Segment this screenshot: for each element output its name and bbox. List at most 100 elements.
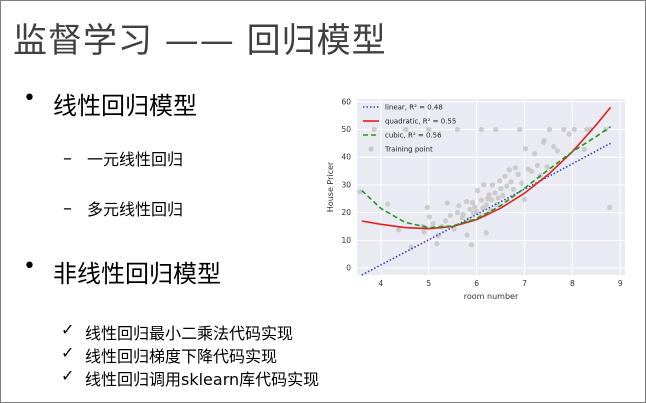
training-point [456,203,462,209]
training-point [566,131,572,137]
training-point [561,126,567,133]
training-point [534,162,541,169]
training-point [467,206,473,212]
training-point [517,126,523,133]
check-icon: ✓ [61,366,75,385]
training-point [571,126,577,133]
training-point [460,211,466,217]
training-point [371,126,377,133]
bullet-icon: • [23,86,36,111]
training-point [444,200,451,206]
training-point [483,230,489,236]
training-point [488,197,495,203]
training-point [442,218,449,224]
training-point [489,182,496,188]
training-point [544,164,550,170]
training-point [478,197,485,203]
training-point [403,126,409,133]
training-point [483,202,489,208]
y-tick-label: 30 [341,180,351,189]
training-point [474,208,480,214]
check-icon: ✓ [61,320,75,339]
training-point [480,205,486,211]
training-point [504,183,510,189]
y-axis-label: House Pricer [326,161,335,212]
training-point [486,192,492,198]
training-point [408,244,414,250]
training-point [554,148,561,154]
training-point [481,182,487,188]
training-point [424,204,430,210]
bullet-nonlinear-regression: 非线性回归模型 [53,260,221,288]
x-tick-label: 4 [379,279,384,288]
training-point [584,126,590,133]
training-point [468,242,474,248]
dash-icon: – [63,198,72,219]
training-point [531,151,538,157]
legend-entry: quadratic, R² = 0.55 [385,118,456,126]
training-point [529,168,535,174]
check-item-sklearn: 线性回归调用sklearn库代码实现 [85,370,320,389]
training-point [421,229,427,235]
y-tick-label: 50 [341,125,351,134]
training-point [607,204,613,210]
y-tick-label: 40 [341,153,351,162]
training-point [506,167,512,173]
x-tick-label: 6 [474,279,479,288]
check-item-gradient-descent: 线性回归梯度下降代码实现 [85,347,278,366]
dash-icon: – [63,148,72,169]
training-point [430,221,436,227]
training-point [492,190,498,196]
training-point [426,214,432,220]
cubic-fit-line [361,126,612,229]
training-point [510,186,517,192]
training-point [508,179,514,185]
training-point [493,126,499,133]
training-point [502,173,508,179]
legend-entry: Training point [384,146,433,154]
training-point [519,180,525,186]
check-item-least-squares: 线性回归最小二乘法代码实现 [85,324,294,343]
training-point [581,146,587,153]
training-point [469,199,475,205]
legend-marker-points [368,146,374,152]
training-point [472,204,478,210]
sub-bullet-simple-linear: 一元线性回归 [87,150,184,169]
training-point [522,146,529,152]
x-tick-label: 8 [570,279,575,288]
y-tick-label: 60 [341,97,351,106]
training-point [434,241,440,247]
x-tick-label: 5 [426,279,431,288]
sub-bullet-multiple-linear: 多元线性回归 [87,200,184,219]
training-point [464,232,470,238]
training-point [546,126,552,133]
training-point [521,196,528,202]
slide-title: 监督学习 —— 回归模型 [13,21,387,61]
training-point [357,189,363,195]
training-point [478,126,485,133]
training-point [495,195,501,201]
x-tick-label: 7 [522,279,527,288]
training-point [463,198,470,205]
training-point [426,126,432,133]
training-point [551,144,557,150]
training-point [475,187,481,194]
training-point [512,165,519,171]
y-tick-label: 0 [346,264,351,273]
bullet-linear-regression: 线性回归模型 [53,92,197,120]
legend-entry: cubic, R² = 0.56 [385,132,442,140]
x-tick-label: 9 [618,279,623,288]
training-point [515,171,521,177]
training-point [498,185,504,192]
training-point [454,210,461,216]
training-point [497,178,503,184]
linear-fit-line [361,142,611,276]
training-point [385,201,391,207]
training-point [500,192,506,199]
quadratic-fit-line [361,106,612,230]
y-tick-label: 10 [341,236,351,245]
training-point [396,227,402,233]
training-point [541,139,547,145]
bullet-icon: • [23,254,36,279]
